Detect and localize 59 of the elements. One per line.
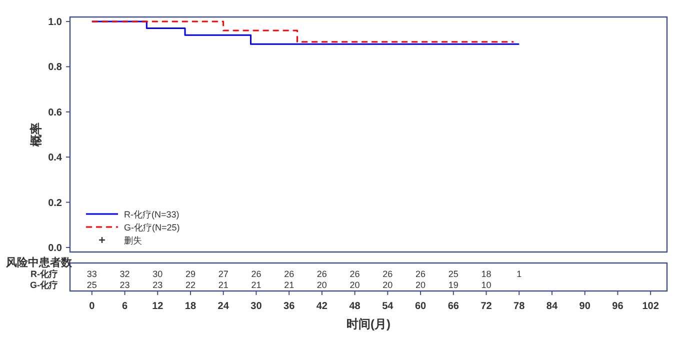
x-tick-label: 102 (642, 301, 660, 312)
legend-label: 删失 (124, 236, 142, 246)
data-label: 30 (152, 269, 163, 279)
data-label: 21 (284, 280, 294, 290)
x-tick-label: 60 (414, 301, 427, 312)
y-tick-label: 0.4 (48, 152, 62, 164)
data-label: 26 (284, 269, 294, 279)
x-tick-label: 90 (579, 301, 591, 312)
y-tick-label: G-化疗 (30, 280, 58, 290)
data-label: 26 (251, 269, 262, 279)
x-tick-label: 36 (284, 301, 296, 312)
y-tick-label: 1.0 (48, 17, 62, 28)
data-label: 20 (416, 280, 426, 290)
data-label: 20 (350, 280, 360, 290)
x-tick-label: 72 (480, 301, 492, 312)
y-tick-label: R-化疗 (30, 269, 58, 279)
x-tick-label: 84 (546, 301, 558, 312)
x-tick-label: 96 (612, 301, 624, 312)
x-tick-label: 66 (448, 301, 460, 312)
legend-label: R-化疗(N=33) (124, 210, 180, 220)
y-tick-label: 0.0 (48, 242, 62, 254)
y-tick-label: 0.2 (48, 198, 62, 209)
x-tick-label: 6 (122, 301, 128, 312)
data-label: 26 (350, 269, 360, 279)
data-label: 26 (382, 269, 393, 279)
y-axis-title: 概率 (29, 122, 43, 148)
data-label: 26 (316, 269, 327, 279)
x-axis-title: 时间(月) (346, 317, 390, 331)
data-label: 23 (120, 280, 130, 290)
data-label: 20 (382, 280, 393, 290)
data-label: 18 (481, 269, 492, 279)
data-label: 26 (416, 269, 426, 279)
x-tick-label: 30 (250, 301, 262, 312)
legend-label: G-化疗(N=25) (124, 222, 180, 232)
data-label: 23 (152, 280, 163, 290)
x-tick-label: 48 (349, 301, 361, 312)
data-label: 21 (251, 280, 262, 290)
x-tick-label: 18 (184, 301, 196, 312)
data-label: 10 (481, 280, 492, 290)
data-label: 20 (316, 280, 327, 290)
data-label: 27 (218, 269, 228, 279)
data-label: 25 (448, 269, 458, 279)
data-label: 21 (218, 280, 228, 290)
x-tick-label: 24 (218, 301, 230, 312)
data-label: 22 (185, 280, 196, 290)
data-label: 32 (120, 269, 130, 279)
data-label: 1 (516, 269, 522, 279)
data-label: 19 (448, 280, 458, 290)
x-tick-label: 54 (382, 301, 394, 312)
chart-title: 风险中患者数 (5, 256, 73, 269)
y-tick-label: 0.8 (48, 62, 62, 74)
x-tick-label: 0 (89, 301, 96, 312)
x-tick-label: 42 (316, 301, 328, 312)
x-tick-label: 12 (152, 301, 164, 312)
x-tick-label: 78 (514, 301, 526, 312)
data-label: 25 (86, 280, 97, 290)
data-label: 33 (86, 269, 97, 279)
y-tick-label: 0.6 (48, 107, 62, 118)
data-label: 29 (185, 269, 196, 279)
